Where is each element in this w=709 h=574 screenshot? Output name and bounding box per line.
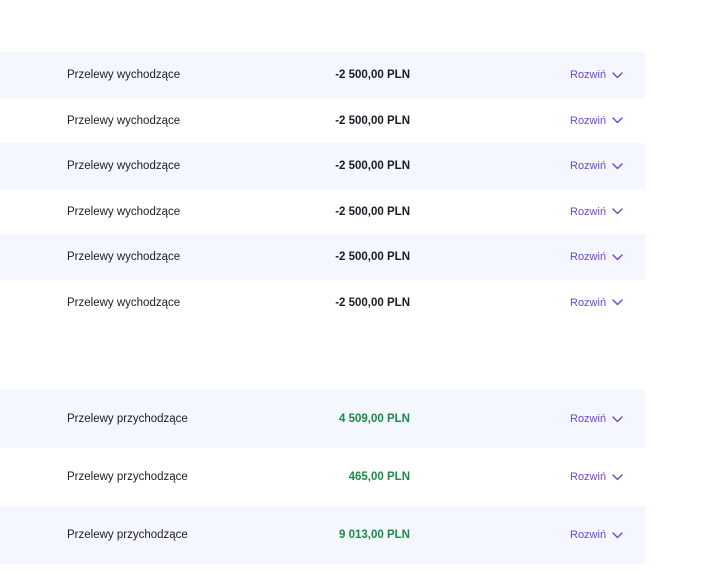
expand-button[interactable]: Rozwiń <box>570 297 623 309</box>
row-label: Przelewy przychodzące <box>67 413 188 425</box>
expand-button[interactable]: Rozwiń <box>570 160 623 172</box>
chevron-down-icon <box>612 531 623 538</box>
list-item: Przelewy wychodzące -2 500,00 PLN Rozwiń <box>0 98 645 143</box>
chevron-down-icon <box>612 162 623 169</box>
chevron-down-icon <box>612 208 623 215</box>
row-amount: -2 500,00 PLN <box>335 160 410 172</box>
row-amount: 465,00 PLN <box>348 471 410 483</box>
expand-label: Rozwiń <box>570 160 607 172</box>
row-amount: -2 500,00 PLN <box>335 114 410 127</box>
expand-button[interactable]: Rozwiń <box>570 69 623 81</box>
chevron-down-icon <box>612 253 623 260</box>
expand-label: Rozwiń <box>570 251 607 263</box>
row-label: Przelewy wychodzące <box>67 251 181 263</box>
row-amount: -2 500,00 PLN <box>335 69 410 81</box>
list-item: Przelewy przychodzące 9 013,00 PLN Rozwi… <box>0 506 645 564</box>
expand-label: Rozwiń <box>570 296 607 309</box>
expand-label: Rozwiń <box>570 471 607 483</box>
row-amount: -2 500,00 PLN <box>335 296 410 309</box>
chevron-down-icon <box>612 299 623 306</box>
chevron-down-icon <box>612 71 623 78</box>
row-amount: 4 509,00 PLN <box>339 413 410 425</box>
expand-button[interactable]: Rozwiń <box>570 413 623 425</box>
expand-button[interactable]: Rozwiń <box>570 471 623 483</box>
expand-label: Rozwiń <box>570 114 607 127</box>
expand-button[interactable]: Rozwiń <box>570 115 623 127</box>
row-amount: -2 500,00 PLN <box>335 251 410 263</box>
chevron-down-icon <box>612 415 623 422</box>
list-item: Przelewy przychodzące 465,00 PLN Rozwiń <box>0 448 645 506</box>
row-amount: 9 013,00 PLN <box>339 529 410 541</box>
expand-label: Rozwiń <box>570 69 607 81</box>
expand-button[interactable]: Rozwiń <box>570 529 623 541</box>
list-item: Przelewy wychodzące -2 500,00 PLN Rozwiń <box>0 234 645 280</box>
chevron-down-icon <box>612 473 623 480</box>
list-item: Przelewy wychodzące -2 500,00 PLN Rozwiń <box>0 280 645 325</box>
list-item: Przelewy wychodzące -2 500,00 PLN Rozwiń <box>0 143 645 189</box>
row-label: Przelewy wychodzące <box>67 296 181 309</box>
list-item: Przelewy wychodzące -2 500,00 PLN Rozwiń <box>0 52 645 98</box>
list-item: Przelewy przychodzące 4 509,00 PLN Rozwi… <box>0 390 645 448</box>
row-label: Przelewy wychodzące <box>67 160 181 172</box>
row-label: Przelewy wychodzące <box>67 114 181 127</box>
expand-label: Rozwiń <box>570 205 607 218</box>
expand-label: Rozwiń <box>570 413 607 425</box>
row-label: Przelewy wychodzące <box>67 205 181 218</box>
list-item: Przelewy wychodzące -2 500,00 PLN Rozwiń <box>0 189 645 234</box>
row-label: Przelewy przychodzące <box>67 471 188 483</box>
expand-button[interactable]: Rozwiń <box>570 251 623 263</box>
row-amount: -2 500,00 PLN <box>335 205 410 218</box>
row-label: Przelewy przychodzące <box>67 529 188 541</box>
expand-label: Rozwiń <box>570 529 607 541</box>
chevron-down-icon <box>612 117 623 124</box>
expand-button[interactable]: Rozwiń <box>570 206 623 218</box>
row-label: Przelewy wychodzące <box>67 69 181 81</box>
